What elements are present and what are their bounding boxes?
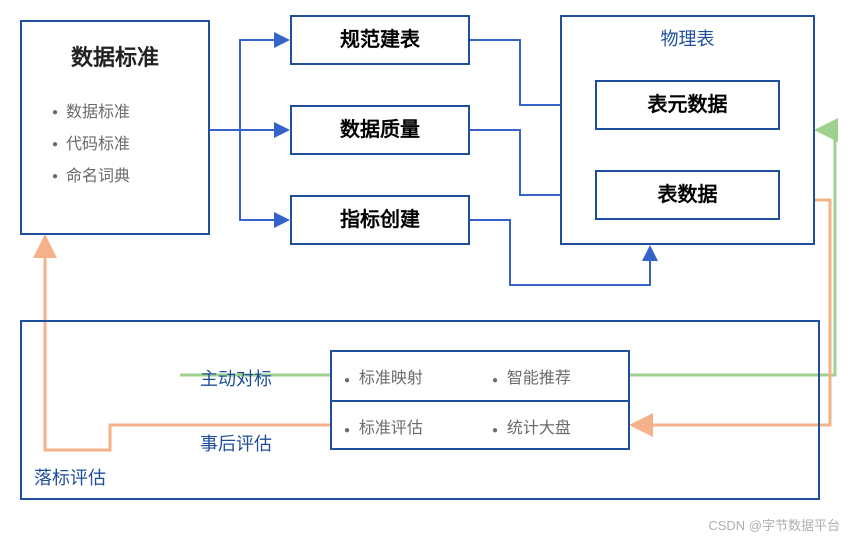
watermark: CSDN @字节数据平台	[708, 515, 840, 534]
assessment-label: 主动对标	[200, 365, 272, 391]
eval-item: 标准映射	[359, 370, 423, 387]
middle-box: 规范建表	[290, 15, 470, 65]
assessment-label: 事后评估	[200, 430, 272, 456]
physical-table-title: 物理表	[562, 17, 813, 59]
eval-box: ● 标准映射 ● 智能推荐 ● 标准评估 ● 统计大盘	[330, 350, 630, 450]
data-standard-bullet: 代码标准	[52, 130, 208, 154]
middle-box: 数据质量	[290, 105, 470, 155]
data-standard-bullets: 数据标准代码标准命名词典	[22, 98, 208, 186]
assessment-title: 落标评估	[34, 464, 106, 490]
physical-inner-box: 表元数据	[595, 80, 780, 130]
data-standard-box: 数据标准 数据标准代码标准命名词典	[20, 20, 210, 235]
data-standard-title: 数据标准	[22, 22, 208, 90]
eval-item: 标准评估	[359, 420, 423, 437]
middle-box: 指标创建	[290, 195, 470, 245]
eval-item: 统计大盘	[507, 420, 571, 437]
eval-item: 智能推荐	[507, 370, 571, 387]
data-standard-bullet: 命名词典	[52, 162, 208, 186]
physical-inner-box: 表数据	[595, 170, 780, 220]
data-standard-bullet: 数据标准	[52, 98, 208, 122]
